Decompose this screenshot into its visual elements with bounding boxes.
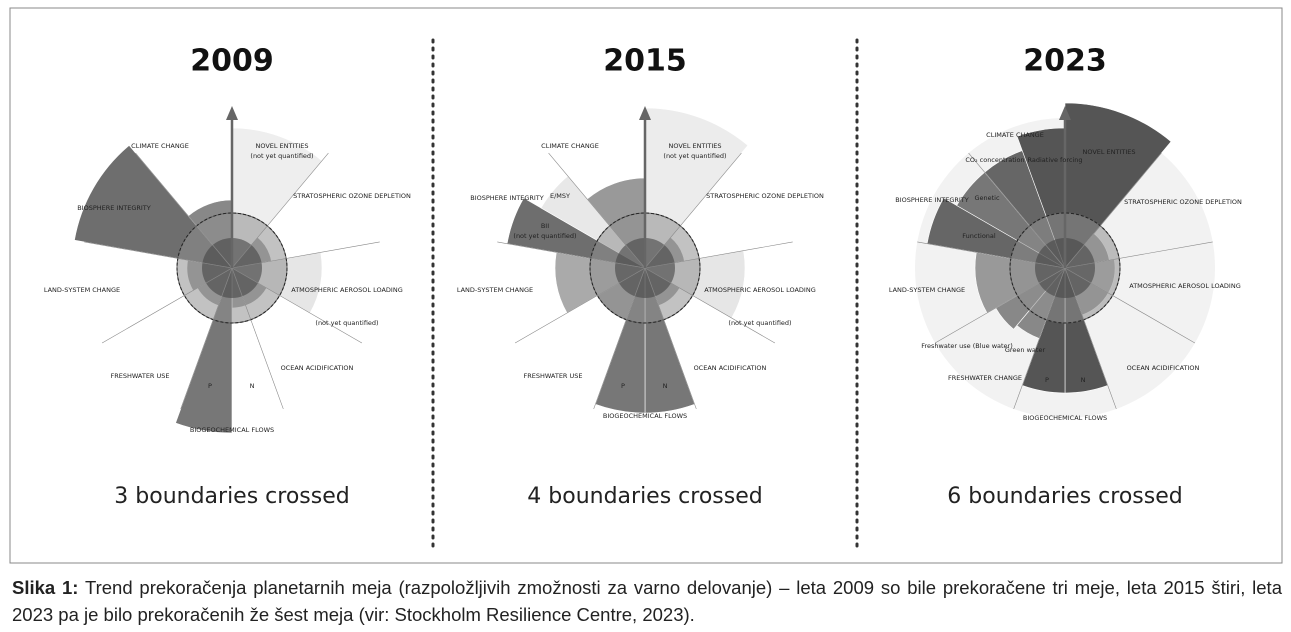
year-title: 2009 [190,44,274,79]
boundary-label: FRESHWATER USE [110,372,169,380]
sector-line [180,267,233,410]
sector-line [644,152,742,269]
sector-line [497,241,646,269]
sector-line [231,241,380,269]
boundary-label: N [1081,376,1086,384]
year-title: 2023 [1023,44,1107,79]
caption: Slika 1: Trend prekoračenja planetarnih … [12,574,1282,628]
sector-line [231,152,329,269]
boundary-label: CLIMATE CHANGE [986,131,1044,139]
boundary-label: OCEAN ACIDIFICATION [281,364,354,372]
boundary-label: NOVEL ENTITIES [1082,148,1135,156]
boundary-label: BII [541,222,549,230]
sector-line [1064,241,1213,269]
boundary-label: STRATOSPHERIC OZONE DEPLETION [706,192,824,200]
sector-line [644,267,697,410]
boundary-label: LAND-SYSTEM CHANGE [889,286,965,294]
boundary-label: BIOSPHERE INTEGRITY [895,196,969,204]
boundary-label: ATMOSPHERIC AEROSOL LOADING [291,286,403,294]
caption-text: Trend prekoračenja planetarnih meja (raz… [12,577,1282,625]
sector-line [968,152,1066,269]
boundary-label: N [250,382,255,390]
boundary-ring [589,212,701,324]
boundary-label: CO₂ concentration [965,156,1024,164]
boundary-ring [176,212,288,324]
sector-line [231,267,284,410]
sector-line [644,267,776,344]
boundary-label: BIOGEOCHEMICAL FLOWS [190,426,274,434]
boundary-label: LAND-SYSTEM CHANGE [44,286,120,294]
boundary-label: CLIMATE CHANGE [131,142,189,150]
boundary-label: STRATOSPHERIC OZONE DEPLETION [1124,198,1242,206]
boundary-label: NOVEL ENTITIES [255,142,308,150]
sector-line [84,241,233,269]
sector-line [1064,267,1196,344]
boundary-label: (not yet quantified) [663,152,726,160]
boundary-label: P [208,382,212,390]
risk-arrow [226,106,238,120]
summary: 4 boundaries crossed [527,484,762,509]
sector-line [644,241,793,269]
summary: 3 boundaries crossed [114,484,349,509]
summary: 6 boundaries crossed [947,484,1182,509]
boundary-label: Functional [962,232,996,240]
boundary-label: FRESHWATER USE [523,372,582,380]
boundary-label: Genetic [974,194,1000,202]
boundary-label: (not yet quantified) [315,319,378,327]
sector-line [593,267,646,410]
boundary-label: (not yet quantified) [513,232,576,240]
sector-line [1064,267,1117,410]
boundary-label: (not yet quantified) [250,152,313,160]
sector-line [101,267,233,344]
sector-line [231,267,363,344]
boundary-label: BIOGEOCHEMICAL FLOWS [1023,414,1107,422]
boundary-label: BIOSPHERE INTEGRITY [77,204,151,212]
boundary-label: BIOGEOCHEMICAL FLOWS [603,412,687,420]
boundary-label: FRESHWATER CHANGE [948,374,1022,382]
sector-line [514,267,646,344]
boundary-label: OCEAN ACIDIFICATION [694,364,767,372]
boundary-label: ATMOSPHERIC AEROSOL LOADING [1129,282,1241,290]
sector-line [934,267,1066,344]
caption-label: Slika 1: [12,577,79,598]
boundary-label: OCEAN ACIDIFICATION [1127,364,1200,372]
boundary-label: Freshwater use (Blue water) [921,342,1013,350]
sector-line [1064,152,1162,269]
boundary-label: Green water [1005,346,1046,354]
sector-line [135,152,233,269]
year-title: 2015 [603,44,687,79]
boundary-ring [1009,212,1121,324]
boundary-label: ATMOSPHERIC AEROSOL LOADING [704,286,816,294]
boundary-label: Radiative forcing [1028,156,1083,164]
boundary-label: P [1045,376,1049,384]
sector-line [548,152,646,269]
sector-line [917,241,1066,269]
figure: 2009 CLIMATE CHANGE NOVEL ENTITIES (not yet… [9,7,1283,564]
boundary-label: CLIMATE CHANGE [541,142,599,150]
boundary-label: (not yet quantified) [728,319,791,327]
sector-line [1013,267,1066,410]
boundary-label: N [663,382,668,390]
risk-arrow [639,106,651,120]
boundary-label: NOVEL ENTITIES [668,142,721,150]
boundary-label: LAND-SYSTEM CHANGE [457,286,533,294]
risk-arrow [1059,106,1071,120]
boundary-label: P [621,382,625,390]
boundary-label: STRATOSPHERIC OZONE DEPLETION [293,192,411,200]
boundary-label: E/MSY [550,192,570,200]
boundary-label: BIOSPHERE INTEGRITY [470,194,544,202]
